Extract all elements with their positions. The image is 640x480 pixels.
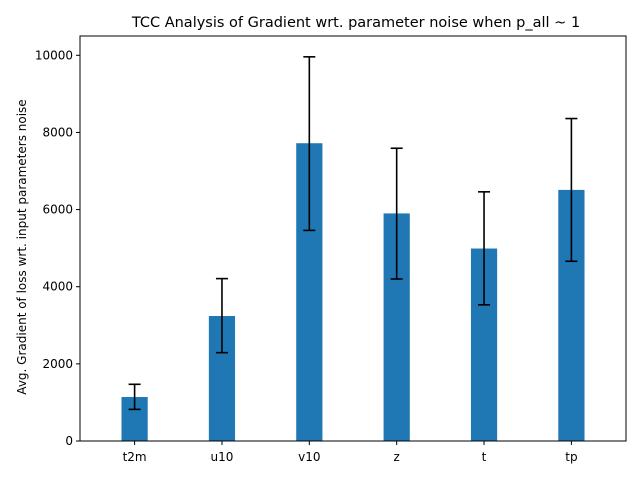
y-tick-label-2000: 2000 — [42, 357, 73, 371]
x-tick-label-z: z — [394, 450, 400, 464]
y-tick-label-10000: 10000 — [35, 48, 73, 62]
error-bar-t2m — [128, 383, 141, 411]
x-tick-label-t2m: t2m — [123, 450, 147, 464]
error-bar-t — [478, 191, 491, 306]
x-ticks-layer: t2m u10 v10 z t tp — [123, 441, 578, 464]
y-tick-label-0: 0 — [65, 434, 73, 448]
x-tick-label-t: t — [482, 450, 487, 464]
y-tick-label-6000: 6000 — [42, 203, 73, 217]
error-bar-v10 — [303, 56, 316, 232]
x-tick-label-tp: tp — [565, 450, 577, 464]
y-tick-label-4000: 4000 — [42, 280, 73, 294]
y-axis-label: Avg. Gradient of loss wrt. input paramet… — [15, 99, 29, 394]
y-ticks-layer: 0 2000 4000 6000 8000 10000 — [35, 48, 80, 448]
error-bar-z — [390, 147, 403, 280]
chart-title: TCC Analysis of Gradient wrt. parameter … — [131, 15, 580, 31]
plot-frame — [79, 35, 627, 442]
error-bar-u10 — [215, 277, 228, 354]
bars-layer — [121, 143, 585, 441]
x-tick-label-u10: u10 — [211, 450, 234, 464]
y-tick-label-8000: 8000 — [42, 125, 73, 139]
error-bar-tp — [565, 117, 578, 263]
x-tick-label-v10: v10 — [298, 450, 320, 464]
error-bars-layer — [128, 56, 578, 411]
